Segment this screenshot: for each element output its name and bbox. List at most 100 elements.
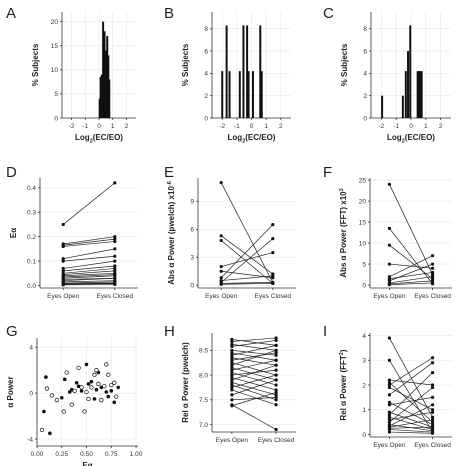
point-eyes-closed (274, 427, 278, 432)
point-eyes-open (387, 415, 392, 419)
y-tick-label: 4 (362, 333, 366, 340)
bar (409, 25, 412, 118)
panel-label-b: B (164, 5, 174, 22)
point-eyes-open (219, 269, 223, 273)
bar (407, 51, 410, 119)
y-axis-label: Abs α Power (FFT) x103 (339, 188, 348, 277)
point-eyes-closed (430, 423, 435, 427)
panel-f: F 0 5 10 15 20 25 Eyes Open Eyes Closed Abs α Pow… (323, 164, 452, 300)
point-eyes-closed (430, 395, 435, 399)
paired-line (221, 275, 273, 281)
point-eyes-closed (430, 418, 435, 422)
bar (242, 25, 245, 118)
panel-g: G -4 0 4 0.00 0.25 0.50 0.75 1.00 α Power Eα (6, 323, 143, 466)
scatter-point-open (114, 394, 119, 399)
point-eyes-closed (430, 410, 435, 414)
scatter-point-open (64, 370, 69, 375)
point-eyes-closed (430, 383, 435, 387)
point-eyes-closed (274, 358, 278, 362)
x-tick-label: 1.00 (130, 451, 143, 458)
paired-line (221, 282, 273, 284)
scatter-point-open (89, 385, 94, 390)
bar (418, 71, 421, 118)
paired-line (63, 274, 115, 278)
point-eyes-closed (113, 264, 117, 268)
y-tick-label: 8 (204, 26, 208, 33)
point-eyes-open (387, 358, 392, 362)
paired-line (389, 404, 433, 427)
paired-line (231, 349, 277, 366)
scatter-point-open (49, 393, 55, 398)
scatter-point-filled (42, 409, 46, 414)
point-eyes-open (387, 283, 392, 287)
paired-line (231, 345, 277, 356)
bar (221, 71, 224, 118)
x-axis-label: Eα (82, 461, 92, 466)
x-tick-label: 1 (264, 123, 268, 130)
scatter-point-filled (74, 381, 79, 385)
panel-c: C 0 2 4 6 8 -2 -1 0 1 2 % Subjects Log2(EC/EO) (323, 5, 451, 145)
paired-line (63, 255, 115, 262)
point-eyes-closed (274, 348, 278, 352)
paired-line (231, 397, 277, 401)
scatter-point-open (102, 384, 107, 389)
scatter-point-filled (92, 397, 97, 401)
point-eyes-open (230, 385, 234, 390)
paired-line (231, 337, 277, 342)
y-tick-label: 0.0 (27, 283, 36, 290)
point-eyes-open (230, 368, 234, 372)
point-eyes-open (219, 282, 223, 286)
y-tick-label: 5 (54, 91, 58, 98)
paired-line (63, 260, 115, 269)
paired-line (220, 240, 274, 284)
bar (108, 79, 111, 118)
y-tick-label: 0 (29, 390, 33, 397)
x-axis-label-subscript: 2 (402, 139, 405, 145)
point-eyes-open (61, 266, 65, 271)
x-axis-label-subscript: 2 (90, 139, 93, 145)
point-eyes-open (230, 404, 234, 408)
point-eyes-closed (274, 378, 278, 382)
paired-line (389, 263, 433, 282)
point-eyes-open (61, 269, 65, 273)
bar (259, 25, 262, 118)
y-tick-label: 15 (51, 43, 59, 50)
paired-line (231, 392, 277, 407)
point-eyes-open (230, 378, 234, 382)
paired-line (220, 224, 274, 278)
point-eyes-closed (430, 361, 435, 365)
paired-line (389, 429, 433, 433)
point-eyes-open (387, 182, 392, 186)
panel-label-c: C (323, 5, 334, 22)
paired-line (231, 382, 277, 396)
point-eyes-open (387, 427, 392, 432)
point-eyes-open (61, 244, 65, 249)
point-eyes-closed (274, 390, 278, 394)
y-tick-label: 6 (363, 48, 367, 55)
paired-line (389, 387, 433, 423)
scatter-point-open (82, 409, 87, 414)
paired-line (63, 268, 115, 274)
paired-line (63, 283, 115, 285)
x-tick-label: 2 (125, 123, 129, 130)
paired-line (389, 276, 433, 284)
scatter-point-open (94, 368, 99, 373)
paired-line (231, 364, 277, 381)
paired-line (221, 235, 273, 275)
x-tick-label: Eyes Closed (258, 437, 295, 444)
scatter-point-filled (106, 394, 111, 399)
panel-i: I 0 1 2 3 4 Eyes Open Eyes Closed Rel α Power (F… (323, 323, 452, 449)
y-tick-label: 4 (204, 71, 208, 78)
point-eyes-closed (113, 276, 117, 280)
y-tick-label: 5 (362, 261, 366, 268)
paired-line (63, 241, 115, 247)
x-axis-label-subscript: 2 (242, 139, 245, 145)
y-tick-label: 20 (51, 19, 59, 26)
scatter-point-filled (89, 379, 94, 384)
paired-line (389, 411, 433, 428)
paired-line (231, 372, 277, 386)
point-eyes-closed (430, 266, 435, 270)
point-eyes-closed (430, 281, 435, 285)
bar (381, 95, 384, 118)
